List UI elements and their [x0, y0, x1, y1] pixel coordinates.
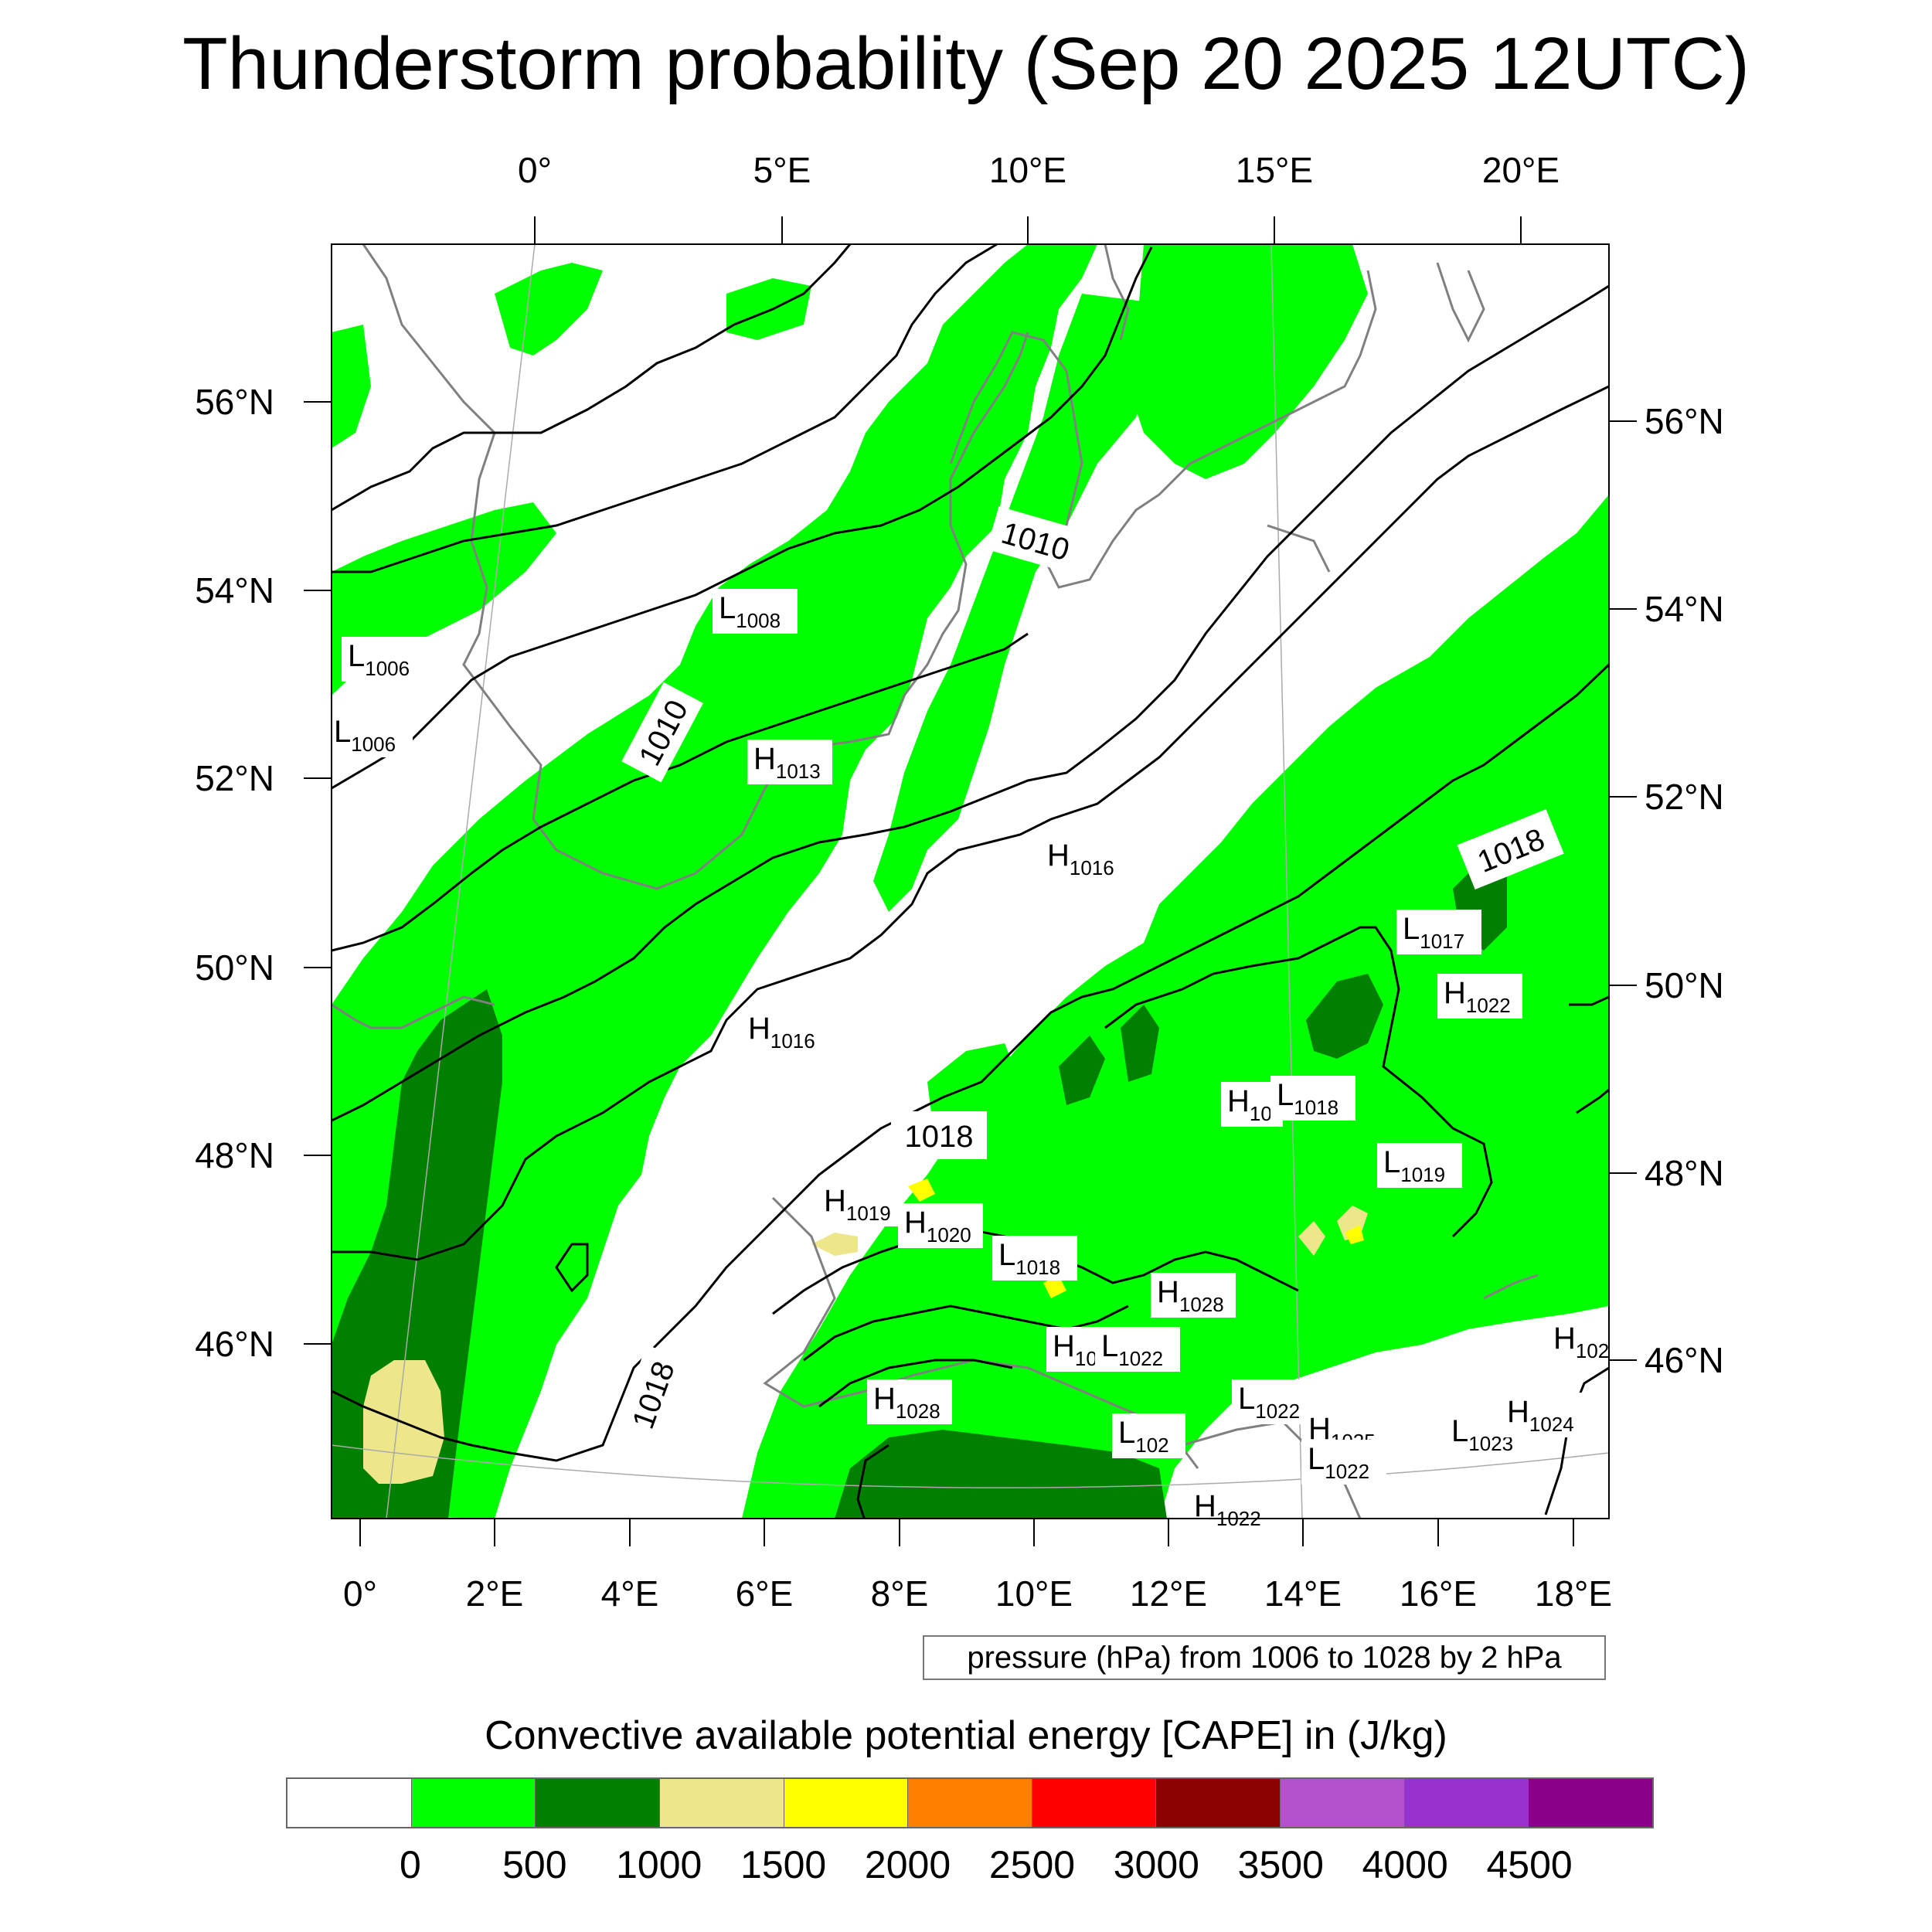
lat-label: 52°N — [195, 758, 274, 798]
high-pressure-label: H1028 — [1151, 1273, 1236, 1318]
cape-colorbar — [286, 1777, 1654, 1828]
low-pressure-label: L1022 — [1095, 1327, 1180, 1372]
lon-label: 18°E — [1535, 1573, 1612, 1614]
low-pressure-label: L1006 — [328, 713, 413, 757]
colorbar-box — [1156, 1779, 1281, 1827]
colorbar-tick-label: 2000 — [864, 1843, 951, 1886]
lon-label: 5°E — [753, 150, 811, 190]
colorbar-box — [1529, 1779, 1653, 1827]
bottom-longitude-labels: 0° 2°E 4°E 6°E 8°E 10°E 12°E 14°E 16°E 1… — [343, 1573, 1612, 1614]
lon-label: 15°E — [1236, 150, 1313, 190]
low-pressure-label: L1017 — [1396, 910, 1481, 954]
lat-label: 52°N — [1645, 777, 1724, 817]
lon-label: 8°E — [871, 1573, 929, 1614]
high-pressure-label: H1019 — [818, 1182, 903, 1226]
cape-0-500-regions — [332, 244, 1609, 1519]
high-pressure-label: H1022 — [1188, 1487, 1273, 1532]
map-frame — [331, 243, 1610, 1519]
low-pressure-label: L1008 — [713, 589, 798, 634]
low-pressure-label: L1022 — [1232, 1379, 1317, 1424]
high-pressure-label: H1022 — [1437, 974, 1522, 1019]
lon-label: 10°E — [995, 1573, 1073, 1614]
colorbar-tick-label: 3000 — [1113, 1843, 1199, 1886]
high-pressure-label: H1013 — [747, 740, 832, 784]
colorbar-tick-label: 1500 — [740, 1843, 827, 1886]
colorbar-box — [411, 1779, 536, 1827]
colorbar-tick-label: 4000 — [1362, 1843, 1448, 1886]
tick-marks — [304, 216, 1637, 1546]
lon-label: 0° — [343, 1573, 377, 1614]
high-pressure-label: H1016 — [742, 1009, 827, 1054]
lat-label: 48°N — [1645, 1153, 1724, 1193]
top-longitude-labels: 0° 5°E 10°E 15°E 20°E — [518, 150, 1560, 190]
lon-label: 2°E — [466, 1573, 524, 1614]
low-pressure-label: L1018 — [992, 1236, 1077, 1281]
lon-label: 20°E — [1482, 150, 1560, 190]
low-pressure-label: L1022 — [1301, 1440, 1386, 1485]
lat-label: 50°N — [1645, 965, 1724, 1005]
map-title: Thunderstorm probability (Sep 20 2025 12… — [182, 22, 1750, 105]
lon-label: 6°E — [736, 1573, 794, 1614]
colorbar-tick-label: 0 — [400, 1843, 421, 1886]
colorbar-box — [287, 1779, 412, 1827]
lat-label: 46°N — [1645, 1340, 1724, 1380]
high-pressure-label: H1020 — [898, 1203, 983, 1248]
colorbar-tick-label: 4500 — [1486, 1843, 1573, 1886]
lat-label: 48°N — [195, 1135, 274, 1175]
colorbar-box — [536, 1779, 660, 1827]
high-pressure-label: H1016 — [1041, 836, 1126, 881]
lon-label: 4°E — [601, 1573, 659, 1614]
lon-label: 0° — [518, 150, 552, 190]
isobar-label: 1018 — [905, 1120, 974, 1154]
colorbar-tick-label: 500 — [502, 1843, 567, 1886]
left-latitude-labels: 56°N 54°N 52°N 50°N 48°N 46°N — [195, 382, 274, 1364]
colorbar-tick-label: 3500 — [1237, 1843, 1324, 1886]
lon-label: 10°E — [989, 150, 1066, 190]
legend-title: Convective available potential energy [C… — [485, 1713, 1447, 1758]
lon-label: 16°E — [1400, 1573, 1477, 1614]
right-latitude-labels: 56°N 54°N 52°N 50°N 48°N 46°N — [1645, 401, 1724, 1380]
pressure-contour-note: pressure (hPa) from 1006 to 1028 by 2 hP… — [923, 1635, 1606, 1680]
colorbar-box — [1404, 1779, 1529, 1827]
lat-label: 56°N — [1645, 401, 1724, 441]
lat-label: 54°N — [195, 570, 274, 611]
cape-field — [332, 244, 1609, 1519]
low-pressure-label: L1019 — [1377, 1143, 1462, 1188]
colorbar-tick-label: 1000 — [616, 1843, 702, 1886]
colorbar-box — [1281, 1779, 1405, 1827]
lat-label: 54°N — [1645, 589, 1724, 629]
colorbar-box — [908, 1779, 1032, 1827]
lat-label: 46°N — [195, 1324, 274, 1364]
cape-1500-2000-regions — [908, 1179, 1364, 1298]
low-pressure-label: L102 — [1112, 1413, 1185, 1458]
high-pressure-label: H1028 — [867, 1379, 952, 1424]
lon-label: 14°E — [1264, 1573, 1342, 1614]
lat-label: 50°N — [195, 947, 274, 988]
lon-label: 12°E — [1130, 1573, 1207, 1614]
low-pressure-label: L1006 — [342, 637, 427, 682]
colorbar-box — [659, 1779, 784, 1827]
pressure-centers: L1006 L1006 L1008 H1013 H1016 H1016 L1017 H1022… — [328, 589, 1621, 1532]
high-pressure-label: H1024 — [1501, 1393, 1586, 1437]
colorbar-box — [784, 1779, 909, 1827]
pressure-center-text: L1018 — [998, 1238, 1060, 1279]
colorbar-tick-label: 2500 — [988, 1843, 1076, 1886]
lat-label: 56°N — [195, 382, 274, 422]
colorbar-box — [1032, 1779, 1157, 1827]
low-pressure-label: L1018 — [1270, 1076, 1355, 1121]
